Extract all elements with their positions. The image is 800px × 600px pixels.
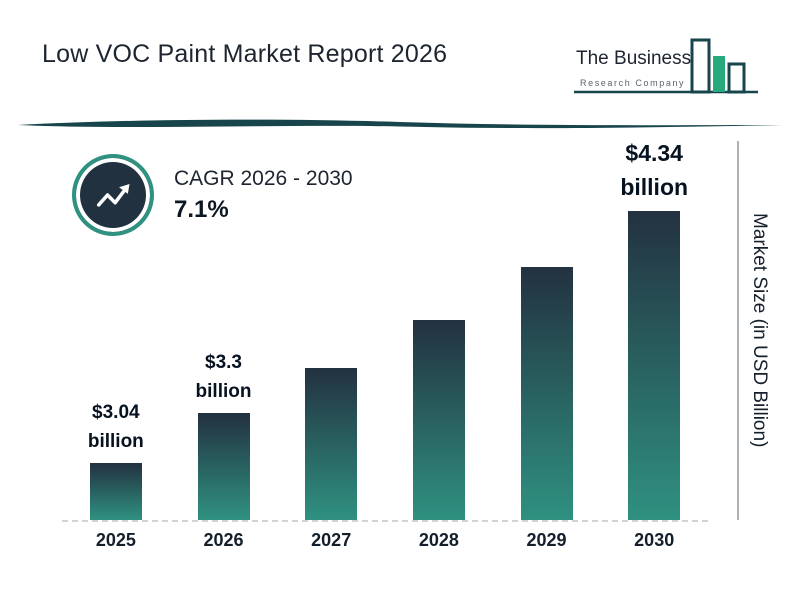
- bar-column-2026: $3.3 billion: [170, 349, 278, 520]
- cagr-value: 7.1%: [174, 195, 229, 223]
- logo-subtitle: Research Company: [580, 78, 686, 88]
- divider: [18, 118, 782, 132]
- bar-2025: [89, 463, 142, 520]
- cagr-text: CAGR 2026 - 2030 7.1%: [174, 167, 353, 224]
- x-axis-labels: 2025 2026 2027 2028 2029 2030: [62, 530, 708, 551]
- bar-2028: [412, 320, 465, 520]
- bar-column-2027: [277, 368, 385, 520]
- trend-arrow-icon: [72, 154, 154, 236]
- cagr-block: CAGR 2026 - 2030 7.1%: [72, 154, 353, 236]
- page-title: Low VOC Paint Market Report 2026: [42, 40, 448, 68]
- y-axis-label: Market Size (in USD Billion): [749, 212, 770, 448]
- x-axis-label-2026: 2026: [203, 530, 244, 550]
- company-logo: The Business Research Company: [570, 26, 762, 106]
- divider-shape: [18, 119, 782, 129]
- bar-2030: [628, 211, 681, 520]
- logo-icon: [574, 38, 758, 94]
- x-axis-label-2029: 2029: [526, 530, 567, 550]
- logo-name: The Business: [576, 48, 692, 69]
- bar-2027: [305, 368, 358, 520]
- x-axis-label-2030: 2030: [634, 530, 675, 550]
- bar-column-2030: $4.34 billion: [600, 137, 708, 520]
- cagr-label: CAGR 2026 - 2030: [174, 166, 353, 190]
- bar-plot: $3.04 billion $3.3 billion $4.34 billion: [62, 138, 708, 522]
- bar-column-2028: [385, 320, 493, 520]
- bar-value-label-2025: $3.04 billion: [87, 402, 144, 452]
- x-axis-label-2027: 2027: [311, 530, 352, 550]
- bar-value-label-2026: $3.3 billion: [195, 352, 252, 402]
- bar-2026: [197, 413, 250, 520]
- x-axis-label-2028: 2028: [418, 530, 459, 550]
- bar-value-label-2030: $4.34 billion: [620, 140, 689, 200]
- x-axis-label-2025: 2025: [95, 530, 136, 550]
- y-axis-line: [737, 141, 739, 520]
- bar-column-2025: $3.04 billion: [62, 399, 170, 520]
- bar-2029: [520, 267, 573, 520]
- bar-column-2029: [493, 267, 601, 520]
